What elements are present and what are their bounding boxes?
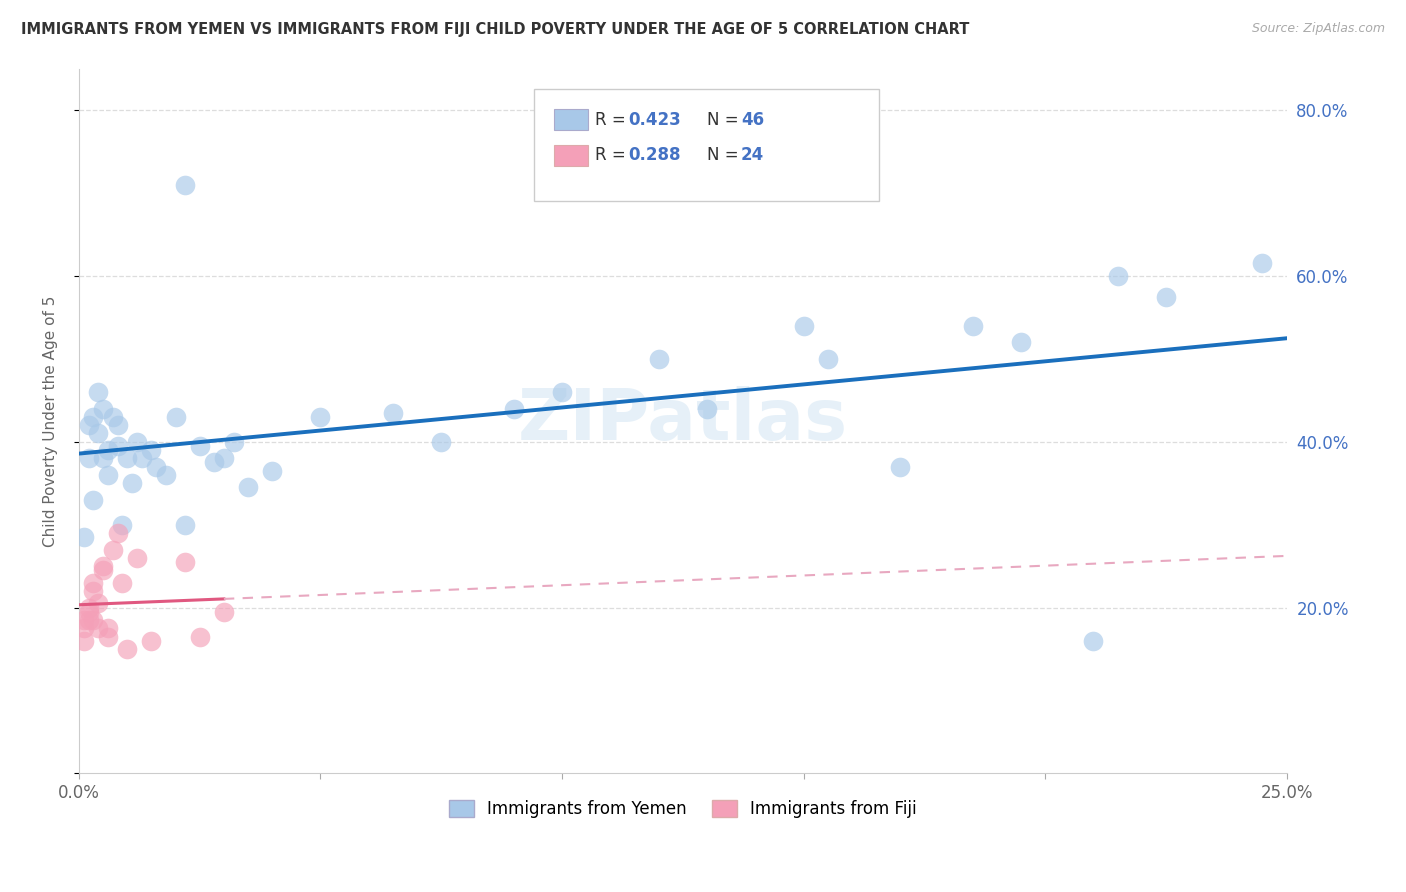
Y-axis label: Child Poverty Under the Age of 5: Child Poverty Under the Age of 5 [44,295,58,547]
Point [174,178,197,192]
Point [647,351,669,366]
Point [77,451,100,466]
Point [111,517,134,532]
Point [82,492,104,507]
Point [73,613,96,627]
Point [174,517,197,532]
Text: 24: 24 [741,146,765,164]
Point [91,451,114,466]
Text: 46: 46 [741,111,763,128]
Point [696,401,718,416]
Point [222,434,245,449]
Point [77,605,100,619]
Point [97,630,120,644]
Text: 0.288: 0.288 [628,146,681,164]
Point [1251,256,1274,270]
Point [121,476,143,491]
Point [91,401,114,416]
Text: R =: R = [595,111,631,128]
Point [111,575,134,590]
Point [1107,268,1129,283]
Point [962,318,984,333]
Point [212,605,235,619]
Point [73,530,96,544]
Point [212,451,235,466]
Point [101,409,124,424]
Point [236,480,259,494]
Point [97,621,120,635]
Point [77,418,100,433]
Point [117,451,139,466]
Point [87,426,110,441]
Point [77,600,100,615]
Point [502,401,524,416]
Point [793,318,815,333]
Text: N =: N = [707,146,744,164]
Point [87,621,110,635]
Text: N =: N = [707,111,744,128]
Point [309,409,332,424]
Point [141,633,163,648]
Text: Source: ZipAtlas.com: Source: ZipAtlas.com [1251,22,1385,36]
Point [202,455,225,469]
Point [107,525,129,540]
Point [1154,289,1177,303]
Point [262,464,284,478]
Point [73,621,96,635]
Point [131,451,153,466]
Point [77,613,100,627]
Text: R =: R = [595,146,631,164]
Point [91,563,114,577]
Point [141,442,163,457]
Point [381,406,404,420]
Point [82,613,104,627]
Legend: Immigrants from Yemen, Immigrants from Fiji: Immigrants from Yemen, Immigrants from F… [441,794,924,825]
Point [1010,335,1032,350]
Point [188,439,211,453]
Point [551,384,574,399]
Point [101,542,124,557]
Point [188,630,211,644]
Point [145,459,167,474]
Point [82,409,104,424]
Point [117,642,139,657]
Text: 0.423: 0.423 [628,111,682,128]
Point [87,384,110,399]
Point [82,584,104,599]
Point [165,409,187,424]
Point [125,434,148,449]
Point [125,550,148,565]
Point [82,575,104,590]
Point [430,434,453,449]
Text: IMMIGRANTS FROM YEMEN VS IMMIGRANTS FROM FIJI CHILD POVERTY UNDER THE AGE OF 5 C: IMMIGRANTS FROM YEMEN VS IMMIGRANTS FROM… [21,22,970,37]
Point [107,439,129,453]
Point [91,559,114,574]
Point [107,418,129,433]
Point [97,442,120,457]
Point [889,459,911,474]
Text: ZIPatlas: ZIPatlas [517,386,848,456]
Point [87,596,110,610]
Point [155,467,177,482]
Point [1083,633,1105,648]
Point [73,633,96,648]
Point [817,351,839,366]
Point [97,467,120,482]
Point [174,555,197,569]
